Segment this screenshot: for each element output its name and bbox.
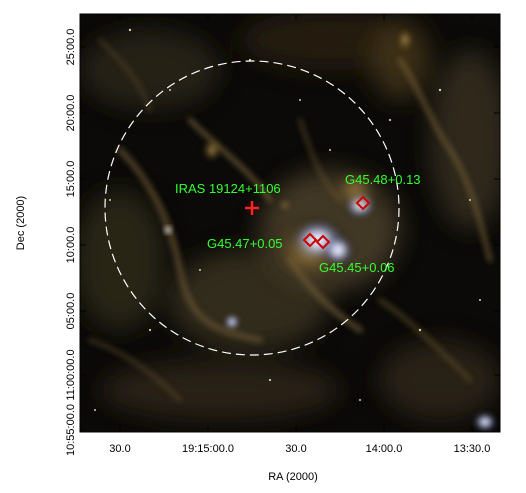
emission-regions [165, 28, 497, 432]
region-circle [104, 60, 400, 356]
x-tick-label: 19:15:00.0 [182, 443, 234, 455]
x-ticks [119, 14, 473, 432]
x-axis-label: RA (2000) [268, 471, 318, 483]
x-tick-label: 13:30.0 [454, 443, 491, 455]
background-stars [94, 28, 481, 411]
y-tick-label: 11:00:00.0 [65, 349, 77, 400]
y-tick-label: 10:00.0 [65, 227, 77, 264]
y-tick-label: 15:00.0 [65, 161, 77, 198]
source-label-g4548: G45.48+0.13 [345, 172, 421, 187]
x-tick-label: 30.0 [109, 443, 130, 455]
diamond-marker-g4545 [315, 234, 331, 250]
y-tick-label: 05:00.0 [65, 293, 77, 330]
image-panel: IRAS 19124+1106 G45.48+0.13 G45.47+0.05 … [80, 14, 500, 432]
y-tick-label: 10:55:00.0 [65, 404, 77, 456]
source-label-g4545: G45.45+0.06 [319, 260, 395, 275]
diamond-marker-g4548 [355, 195, 371, 211]
source-label-iras: IRAS 19124+1106 [175, 181, 281, 196]
y-ticks [80, 46, 500, 431]
x-tick-labels: 30.0 19:15:00.0 30.0 14:00.0 13:30.0 [109, 443, 490, 455]
source-label-g4547: G45.47+0.05 [207, 236, 283, 251]
y-tick-label: 20:00.0 [65, 95, 77, 132]
y-axis-label: Dec (2000) [15, 196, 27, 250]
y-tick-labels: 10:55:00.0 11:00:00.0 05:00.0 10:00.0 15… [65, 29, 77, 456]
y-tick-label: 25:00.0 [65, 29, 77, 66]
diamond-marker-g4547 [302, 232, 318, 248]
diamond-markers [302, 195, 371, 250]
plus-marker [245, 201, 259, 215]
x-tick-label: 30.0 [285, 443, 306, 455]
x-tick-label: 14:00.0 [366, 443, 403, 455]
plot-frame [79, 13, 501, 433]
